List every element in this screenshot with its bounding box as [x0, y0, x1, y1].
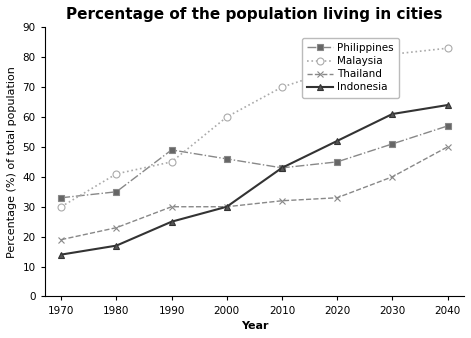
Malaysia [224, 115, 229, 119]
Indonesia [114, 244, 119, 248]
Philippines [58, 196, 64, 200]
Thailand [279, 199, 285, 203]
Malaysia [334, 67, 340, 71]
Indonesia [279, 166, 285, 170]
Title: Percentage of the population living in cities: Percentage of the population living in c… [66, 7, 443, 22]
Indonesia [445, 103, 450, 107]
Line: Thailand: Thailand [58, 143, 451, 243]
Line: Philippines: Philippines [58, 123, 450, 200]
Indonesia [390, 112, 395, 116]
Malaysia [279, 85, 285, 89]
Philippines [445, 124, 450, 128]
Indonesia [334, 139, 340, 143]
Indonesia [224, 205, 229, 209]
Indonesia [169, 220, 174, 224]
Thailand [224, 205, 229, 209]
Philippines [114, 190, 119, 194]
Malaysia [445, 46, 450, 50]
Thailand [58, 238, 64, 242]
Philippines [279, 166, 285, 170]
Thailand [169, 205, 174, 209]
Philippines [390, 142, 395, 146]
Legend: Philippines, Malaysia, Thailand, Indonesia: Philippines, Malaysia, Thailand, Indones… [301, 38, 399, 98]
Malaysia [169, 160, 174, 164]
Line: Malaysia: Malaysia [58, 45, 451, 210]
Malaysia [390, 52, 395, 56]
X-axis label: Year: Year [241, 321, 268, 331]
Philippines [169, 148, 174, 152]
Indonesia [58, 252, 64, 257]
Line: Indonesia: Indonesia [58, 102, 451, 258]
Thailand [334, 196, 340, 200]
Philippines [334, 160, 340, 164]
Thailand [445, 145, 450, 149]
Malaysia [58, 205, 64, 209]
Y-axis label: Percentage (%) of total population: Percentage (%) of total population [7, 66, 17, 258]
Thailand [390, 175, 395, 179]
Thailand [114, 226, 119, 230]
Malaysia [114, 172, 119, 176]
Philippines [224, 157, 229, 161]
